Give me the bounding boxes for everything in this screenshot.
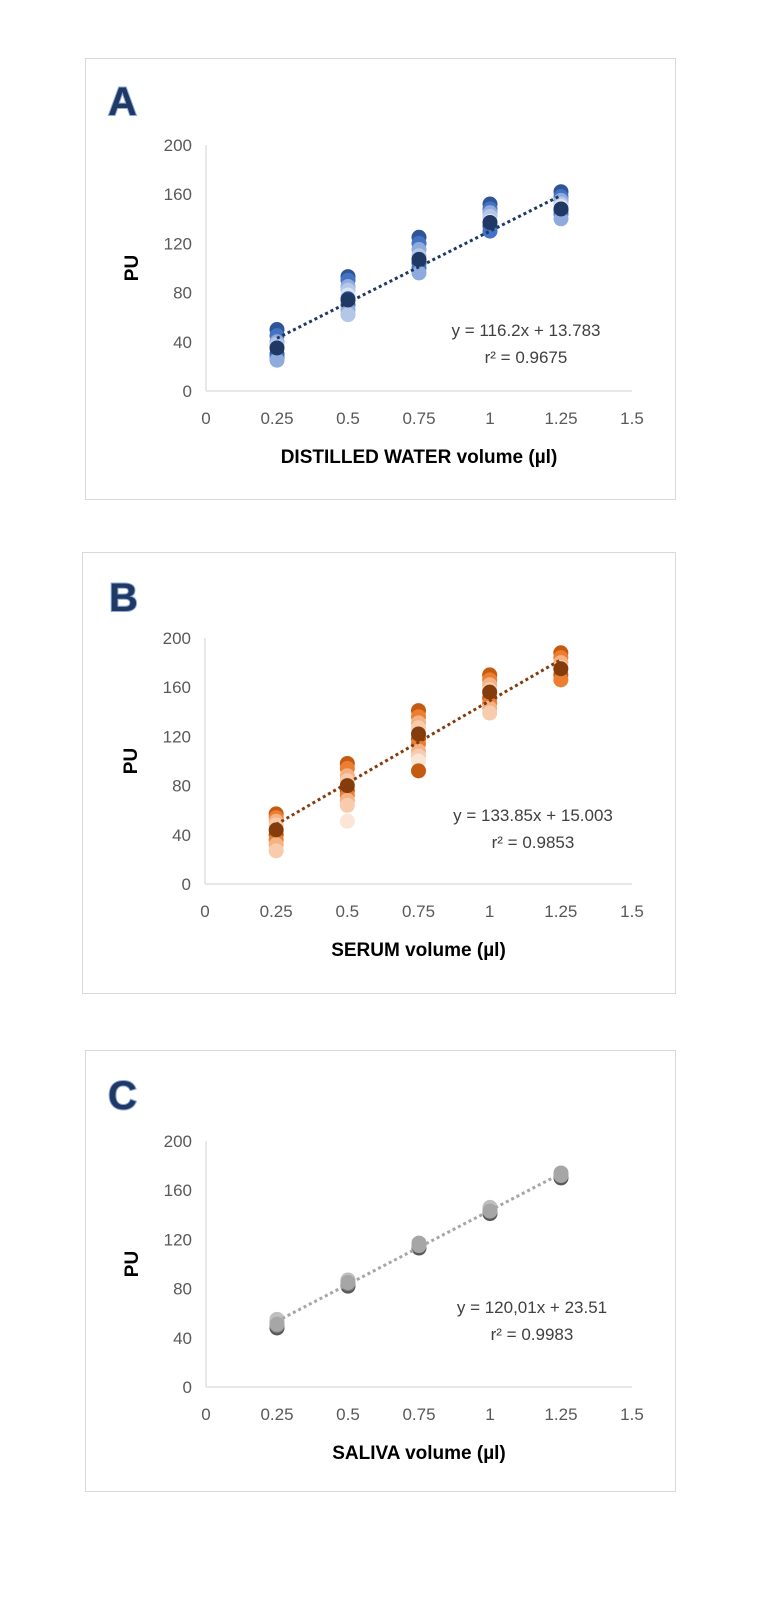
chart-c-mean-point <box>411 1238 427 1254</box>
chart-a-mean-point <box>269 340 285 356</box>
chart-b-data-point <box>339 797 355 813</box>
chart-panel-c: C 0 40 80 120 160 200 0 0.25 0.5 0.75 1 1.25 1.5 PU SAL… <box>85 1050 676 1492</box>
chart-c-y-tick-label: 0 <box>183 1378 192 1397</box>
chart-a-x-tick-label: 0.25 <box>260 409 293 428</box>
chart-a-x-axis-title: DISTILLED WATER volume (µl) <box>281 447 558 468</box>
chart-a-y-tick-label: 160 <box>164 185 192 204</box>
chart-a-x-tick-label: 0.75 <box>402 409 435 428</box>
chart-b-y-tick-label: 200 <box>163 629 191 648</box>
chart-b-mean-point <box>411 726 426 742</box>
chart-b-x-axis-title: SERUM volume (µl) <box>331 940 506 961</box>
chart-b-y-tick-label: 40 <box>172 826 191 845</box>
chart-b-data-point <box>268 843 284 859</box>
chart-b-panel-letter: B <box>109 576 138 620</box>
chart-c-x-tick-label: 1.25 <box>544 1405 577 1424</box>
chart-a-x-tick-label: 0.5 <box>336 409 360 428</box>
chart-b-mean-point <box>482 684 498 700</box>
chart-c-x-tick-label: 0.5 <box>336 1405 360 1424</box>
chart-b-y-tick-label: 80 <box>172 777 191 796</box>
chart-a-y-tick-label: 40 <box>173 333 192 352</box>
chart-a-data-point <box>269 352 285 368</box>
chart-b-y-tick-label: 0 <box>182 875 191 894</box>
chart-a-x-tick-label: 0 <box>201 409 210 428</box>
chart-c-y-tick-label: 200 <box>164 1132 192 1151</box>
chart-b-mean-point <box>268 822 284 838</box>
chart-c-x-tick-label: 1.5 <box>620 1405 644 1424</box>
chart-b-x-tick-label: 0 <box>200 902 209 921</box>
chart-c-x-tick-label: 0.25 <box>260 1405 293 1424</box>
chart-c-trendline <box>276 1172 562 1323</box>
chart-b-data-point <box>339 813 355 829</box>
chart-a-panel-letter: A <box>108 80 137 124</box>
chart-c-svg: C 0 40 80 120 160 200 0 0.25 0.5 0.75 1 1.25 1.5 PU SAL… <box>107 1073 644 1464</box>
chart-b-x-tick-label: 0.75 <box>402 902 435 921</box>
chart-b-mean-point <box>553 661 569 677</box>
chart-a-x-tick-label: 1.5 <box>620 409 644 428</box>
chart-b-data-point <box>411 763 426 779</box>
chart-a-y-tick-label: 200 <box>164 136 192 155</box>
chart-b-mean-point <box>339 778 355 794</box>
chart-c-x-tick-label: 1 <box>485 1405 494 1424</box>
chart-b-x-tick-label: 0.5 <box>336 902 360 921</box>
chart-b-x-tick-label: 1.5 <box>620 902 644 921</box>
chart-b-regression-equation: y = 133.85x + 15.003 <box>453 806 613 825</box>
chart-c-mean-point <box>340 1274 356 1290</box>
chart-c-y-axis-title: PU <box>122 1251 143 1277</box>
chart-panel-b: B 0 40 80 120 160 200 0 0.25 0.5 0.75 1 1.25 1.5 PU SER… <box>82 552 676 994</box>
chart-b-r-squared: r² = 0.9853 <box>492 833 575 852</box>
chart-a-data-point <box>411 265 427 281</box>
chart-a-r-squared: r² = 0.9675 <box>485 348 568 367</box>
chart-b-y-axis-title: PU <box>121 748 142 774</box>
chart-c-y-tick-label: 120 <box>164 1230 192 1249</box>
chart-c-y-tick-label: 80 <box>173 1280 192 1299</box>
chart-b-svg: B 0 40 80 120 160 200 0 0.25 0.5 0.75 1 1.25 1.5 PU SER… <box>108 575 644 961</box>
chart-c-mean-point <box>553 1167 569 1183</box>
chart-c-x-axis-title: SALIVA volume (µl) <box>332 1443 506 1464</box>
chart-a-svg: A 0 40 80 120 160 200 0 0.25 0.5 0.75 1 1.25 1.5 PU DIS… <box>107 79 644 468</box>
chart-a-y-axis-title: PU <box>122 255 143 281</box>
chart-a-mean-point <box>340 292 356 308</box>
chart-b-x-tick-label: 1 <box>485 902 494 921</box>
chart-c-x-tick-label: 0 <box>201 1405 210 1424</box>
chart-b-data-point <box>482 705 498 721</box>
chart-c-panel-letter: C <box>108 1074 137 1118</box>
chart-a-x-tick-label: 1 <box>485 409 494 428</box>
chart-c-mean-point <box>482 1203 498 1219</box>
chart-b-y-tick-label: 160 <box>163 678 191 697</box>
chart-b-x-tick-label: 0.25 <box>260 902 293 921</box>
chart-c-x-tick-label: 0.75 <box>402 1405 435 1424</box>
chart-c-r-squared: r² = 0.9983 <box>491 1325 574 1344</box>
chart-a-mean-point <box>411 251 427 267</box>
chart-b-data-point <box>553 672 569 688</box>
chart-b-y-tick-label: 120 <box>163 727 191 746</box>
chart-b-x-tick-label: 1.25 <box>544 902 577 921</box>
chart-panel-a: A 0 40 80 120 160 200 0 0.25 0.5 0.75 1 1.25 1.5 PU DIS… <box>85 58 676 500</box>
chart-a-y-tick-label: 120 <box>164 234 192 253</box>
chart-a-y-tick-label: 0 <box>183 382 192 401</box>
chart-a-x-tick-label: 1.25 <box>544 409 577 428</box>
chart-b-trendline <box>275 658 562 826</box>
chart-a-regression-equation: y = 116.2x + 13.783 <box>451 321 600 340</box>
chart-c-regression-equation: y = 120,01x + 23.51 <box>457 1298 607 1317</box>
chart-a-mean-point <box>553 201 569 217</box>
chart-a-mean-point <box>482 214 498 230</box>
chart-c-mean-point <box>269 1316 285 1332</box>
chart-a-data-point <box>340 307 356 323</box>
chart-a-y-tick-label: 80 <box>173 284 192 303</box>
chart-c-y-tick-label: 40 <box>173 1329 192 1348</box>
chart-c-y-tick-label: 160 <box>164 1181 192 1200</box>
